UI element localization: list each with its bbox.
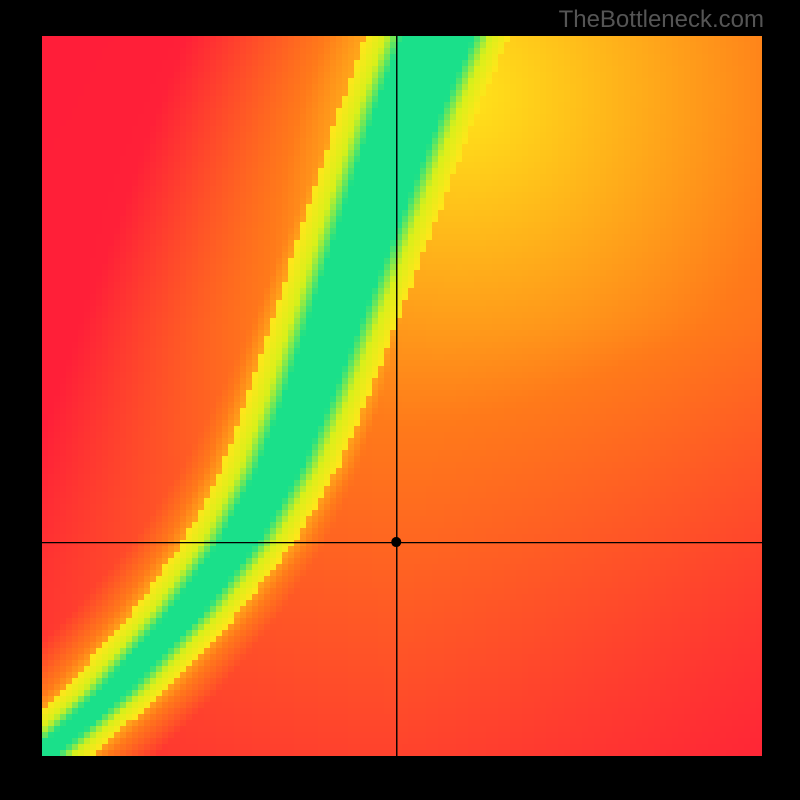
watermark-text: TheBottleneck.com — [559, 6, 764, 34]
crosshair-overlay — [0, 0, 800, 800]
